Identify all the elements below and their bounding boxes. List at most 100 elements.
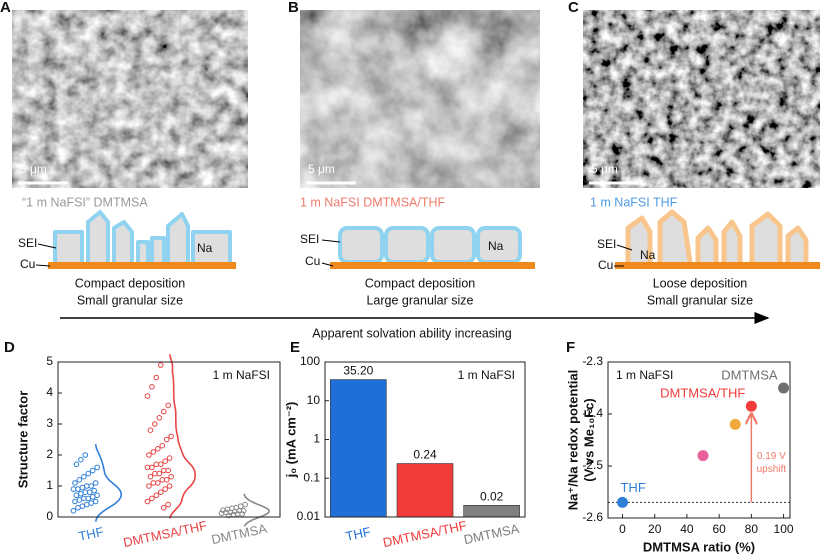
shift-label: upshift: [757, 464, 787, 475]
data-point: [163, 477, 170, 483]
data-point: [89, 494, 96, 500]
y-axis-label: (V vs Me₁₀Fc): [581, 398, 596, 481]
data-point: [160, 408, 167, 415]
x-tick-label: THF: [344, 524, 372, 544]
data-point: [72, 498, 78, 505]
schematic: [625, 209, 809, 263]
data-point: [156, 415, 163, 421]
data-point: [166, 455, 173, 461]
data-point: [147, 473, 154, 480]
x-tick-label: 40: [680, 522, 694, 536]
data-point: [166, 483, 173, 489]
data-point: [146, 452, 152, 458]
scale-bar-label: 5 μm: [591, 162, 618, 176]
data-point: [92, 480, 99, 486]
data-point: [78, 490, 84, 497]
data-point: [94, 492, 100, 499]
data-point: [157, 461, 164, 468]
point-label: DMTMSA: [721, 367, 778, 382]
data-point: [237, 503, 244, 509]
data-point: [91, 487, 97, 494]
data-point: [229, 505, 235, 512]
y-tick-label: -2.4: [582, 406, 603, 420]
pointer: [321, 262, 334, 267]
data-point: [159, 442, 166, 449]
data-point: [149, 384, 155, 390]
y-tick-label: 4: [46, 385, 53, 399]
plot-frame: [324, 361, 526, 518]
scale-bar-label: 5 μm: [308, 162, 335, 176]
data-point: [150, 449, 157, 455]
x-tick-label: DMTMSA/THF: [382, 518, 469, 550]
data-point: [144, 393, 151, 399]
y-tick-label: 2: [46, 447, 53, 461]
data-point: [162, 458, 169, 465]
x-tick-label: THF: [77, 524, 105, 544]
data-point: [85, 470, 92, 477]
data-point: [153, 492, 160, 499]
y-axis-label: j₀ (mA cm⁻²): [283, 402, 298, 479]
y-tick-label: -2.6: [582, 510, 603, 524]
data-point: [697, 450, 709, 462]
x-tick-label: 0: [619, 522, 626, 536]
x-tick-label: 80: [745, 522, 759, 536]
data-point: [152, 421, 158, 427]
y-tick-label: 10: [307, 393, 321, 407]
scale-bar-label: 5 μm: [20, 162, 47, 176]
electrolyte-caption: “1 m NaFSI” DMTMSA: [22, 195, 148, 209]
na-label: Na: [640, 248, 656, 262]
x-tick-label: DMTMSA/THF: [122, 518, 209, 550]
data-point: [86, 489, 93, 496]
y-tick-label: -2.5: [582, 458, 603, 472]
data-point: [155, 446, 161, 452]
data-point: [79, 503, 86, 509]
sem-image: [583, 10, 820, 188]
data-point: [162, 486, 169, 492]
data-point: [83, 483, 90, 489]
schematic-caption: Large granular size: [366, 293, 473, 307]
data-point: [70, 508, 77, 514]
sei-label: SEI: [18, 236, 37, 250]
cu-foil: [48, 262, 236, 269]
value-label: 0.02: [480, 490, 504, 504]
data-point: [159, 477, 166, 483]
y-axis-label: Structure factor: [15, 391, 30, 489]
data-point: [88, 500, 95, 506]
data-point: [152, 470, 158, 477]
data-point: [778, 382, 790, 394]
na-label: Na: [488, 239, 504, 253]
x-tick-label: 20: [648, 522, 662, 536]
data-point: [168, 433, 174, 440]
schematic: [53, 210, 232, 262]
point-label: THF: [620, 480, 645, 495]
data-point: [165, 501, 171, 508]
data-point: [146, 483, 152, 489]
trend-label: Apparent solvation ability increasing: [312, 326, 511, 340]
panel-label: D: [4, 339, 15, 356]
sei-label: SEI: [597, 237, 616, 251]
data-point: [729, 418, 741, 430]
y-tick-label: -2.3: [582, 354, 603, 368]
data-point: [72, 480, 78, 486]
data-point: [85, 495, 92, 502]
data-point: [149, 495, 155, 502]
annotation: 1 m NaFSI: [213, 368, 270, 382]
sem-image: [300, 10, 540, 188]
data-point: [153, 461, 160, 468]
data-point: [70, 486, 77, 492]
x-tick-label: DMTMSA: [462, 521, 521, 547]
panel-label: A: [0, 0, 11, 16]
schematic-caption: Small granular size: [77, 293, 183, 307]
y-tick-label: 0.1: [303, 470, 320, 484]
data-point: [150, 480, 157, 486]
data-point: [144, 498, 151, 505]
data-point: [168, 473, 174, 480]
data-point: [160, 467, 167, 474]
y-tick-label: 100: [300, 354, 320, 368]
pointer: [37, 243, 57, 249]
data-point: [239, 511, 245, 517]
panel-label: F: [566, 339, 575, 356]
na-label: Na: [197, 241, 213, 255]
value-label: 35.20: [343, 364, 373, 378]
